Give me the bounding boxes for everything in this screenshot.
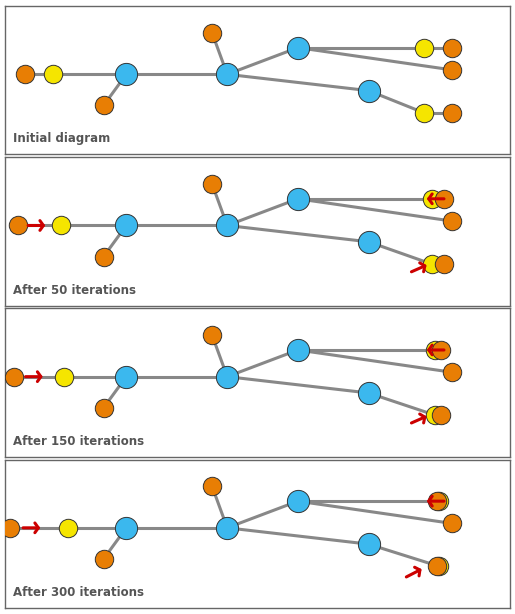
Point — [435, 561, 443, 571]
Point — [437, 410, 445, 420]
Point — [365, 86, 373, 96]
Point — [208, 330, 216, 340]
Text: Initial diagram: Initial diagram — [13, 133, 110, 146]
Point — [365, 539, 373, 549]
Point — [433, 561, 441, 571]
Point — [122, 220, 130, 230]
Point — [208, 28, 216, 37]
Point — [448, 108, 456, 118]
Point — [208, 179, 216, 189]
Point — [14, 220, 22, 230]
Point — [99, 403, 108, 413]
Point — [448, 43, 456, 53]
Point — [21, 69, 29, 79]
Point — [223, 69, 231, 79]
Point — [99, 252, 108, 262]
Point — [365, 388, 373, 398]
Point — [294, 43, 302, 53]
Point — [448, 367, 456, 377]
Point — [440, 259, 449, 269]
Point — [223, 220, 231, 230]
Point — [448, 65, 456, 75]
Point — [122, 69, 130, 79]
Point — [294, 345, 302, 355]
Point — [294, 496, 302, 506]
Point — [122, 523, 130, 533]
Point — [365, 237, 373, 247]
Point — [427, 259, 436, 269]
Text: After 50 iterations: After 50 iterations — [13, 284, 136, 297]
Point — [64, 523, 72, 533]
Point — [99, 101, 108, 111]
Point — [431, 410, 439, 420]
Point — [49, 69, 57, 79]
Point — [60, 371, 68, 381]
Point — [435, 496, 443, 506]
Point — [440, 194, 449, 204]
Point — [437, 345, 445, 355]
Point — [294, 194, 302, 204]
Point — [431, 345, 439, 355]
Point — [448, 216, 456, 226]
Point — [122, 371, 130, 381]
Point — [433, 496, 441, 506]
Point — [223, 371, 231, 381]
Point — [6, 523, 14, 533]
Point — [57, 220, 65, 230]
Point — [223, 523, 231, 533]
Point — [420, 43, 428, 53]
Text: After 300 iterations: After 300 iterations — [13, 586, 144, 599]
Text: After 150 iterations: After 150 iterations — [13, 435, 144, 448]
Point — [208, 481, 216, 491]
Point — [420, 108, 428, 118]
Point — [448, 518, 456, 528]
Point — [99, 554, 108, 564]
Point — [427, 194, 436, 204]
Point — [10, 371, 19, 381]
